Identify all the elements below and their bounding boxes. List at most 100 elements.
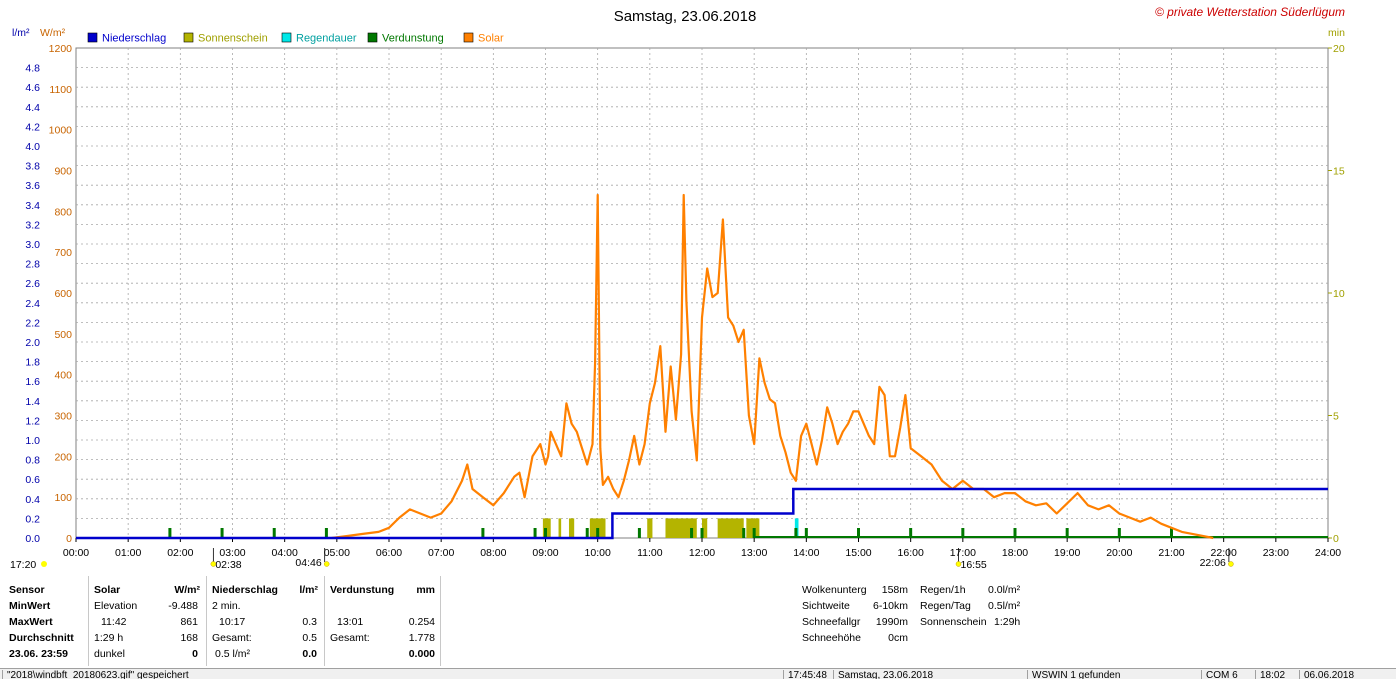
rain-unit: l/m² [299,584,318,596]
solar-tick: 0 [66,533,72,545]
evap-mark [794,528,798,538]
solar-tick: 300 [54,411,72,423]
evap-mark [585,528,589,538]
legend-swatch [281,32,292,43]
x-tick: 03:00 [219,547,245,559]
visibility-value: 6-10km [872,600,908,612]
x-tick: 18:00 [1002,547,1028,559]
snowdepth-value: 0cm [888,632,908,644]
legend-label: Verdunstung [382,33,444,45]
sun-icon [955,561,962,567]
evap-mark [220,528,224,538]
x-tick: 12:00 [689,547,715,559]
evap-total-value: 1.778 [408,632,435,644]
evap-mark [804,528,808,538]
rain-tick: 1.4 [25,396,40,408]
solar-tick: 1100 [49,84,72,96]
rain-tick: 1.2 [25,415,40,427]
rain-tick: 2.6 [25,278,40,290]
sensor-header: Sensor [9,584,45,596]
grid [75,47,1329,539]
rain-1h-value: 0.0l/m² [988,584,1021,596]
x-tick: 24:00 [1315,547,1341,559]
evap-mark [700,528,704,538]
evap-mark [481,528,485,538]
evap-mark [742,528,746,538]
solar-tick: 800 [54,206,72,218]
evap-mark [168,528,172,538]
sunshine-bar [647,518,653,538]
x-tick: 17:00 [950,547,976,559]
x-tick: 05:00 [324,547,350,559]
solar-elevation-label: Elevation [94,600,138,612]
cloudbase-label: Wolkenunterg [802,584,867,596]
sun-icon [323,561,330,567]
solar-tick: 600 [54,288,72,300]
snowline-label: Schneefallgr [802,616,861,628]
sun-marker-label: 04:46 [295,557,321,569]
status-bar: "2018\windbft_20180623.gif" gespeichert … [0,668,1396,679]
sunshine-bar [568,518,575,538]
evap-max-time: 13:01 [337,616,364,628]
solar-avg-value: 168 [180,632,198,644]
evap-mark [1013,528,1017,538]
status-date: Samstag, 23.06.2018 [833,670,1028,679]
snowdepth-label: Schneehöhe [802,632,861,644]
cloudbase-value: 158m [881,584,908,596]
evap-mark [324,528,328,538]
x-tick: 19:00 [1054,547,1080,559]
rain-tick: 2.2 [25,317,40,329]
solar-tick: 500 [54,329,72,341]
rain-tick: 2.8 [25,259,40,271]
x-tick: 01:00 [115,547,141,559]
min-tick: 15 [1333,166,1345,178]
evap-total-label: Gesamt: [330,632,370,644]
evap-mark [544,528,547,538]
snowline-value: 1990m [875,616,908,628]
rain-day-label: Regen/Tag [920,600,971,612]
legend-swatch [367,32,378,43]
rain-max-value: 0.3 [302,616,317,628]
rain-max-time: 10:17 [219,616,246,628]
status-clock: 18:02 [1255,670,1300,679]
min-tick: 20 [1333,43,1345,55]
rain-tick: 3.2 [25,219,40,231]
solar-tick: 100 [54,492,72,504]
status-curdate: 06.06.2018 [1299,670,1396,679]
x-tick: 02:00 [167,547,193,559]
rain-tick: 4.2 [25,121,40,133]
sun-marker-label: 22:06 [1200,557,1226,569]
rain-header: Niederschlag [212,584,278,596]
x-tick: 16:00 [898,547,924,559]
visibility-label: Sichtweite [802,600,850,612]
x-tick: 20:00 [1106,547,1132,559]
rain-current-value: 0.0 [302,648,317,660]
x-tick: 00:00 [63,547,89,559]
min-tick: 0 [1333,533,1339,545]
rain-axis-unit: l/m² [12,27,30,39]
rain-tick: 4.0 [25,141,40,153]
evap-mark [857,528,860,538]
chart-title: Samstag, 23.06.2018 [614,8,757,25]
rain-tick: 3.4 [25,200,40,212]
legend-label: Solar [478,33,504,45]
solar-tick: 200 [54,451,72,463]
sunshine-bar [702,518,708,538]
rain-day-total: 0.5l/m² [988,600,1021,612]
sun-icon [1228,561,1234,567]
rain-tick: 1.6 [25,376,40,388]
sun-marker-label: 17:20 [10,559,36,571]
rain-line [76,487,1328,540]
evap-mark [752,528,756,538]
sun-markers: 17:20 02:38 04:46 16:55 22:06 [10,548,1234,571]
legend-swatch [87,32,98,43]
x-tick: 23:00 [1263,547,1289,559]
rain-1h-label: Regen/1h [920,584,966,596]
rain-tick: 1.0 [25,435,40,447]
divider [324,576,325,666]
x-tick: 06:00 [376,547,402,559]
sunshine-label: Sonnenschein [920,616,987,628]
solar-line [331,193,1214,540]
x-tick: 21:00 [1158,547,1184,559]
divider [206,576,207,666]
